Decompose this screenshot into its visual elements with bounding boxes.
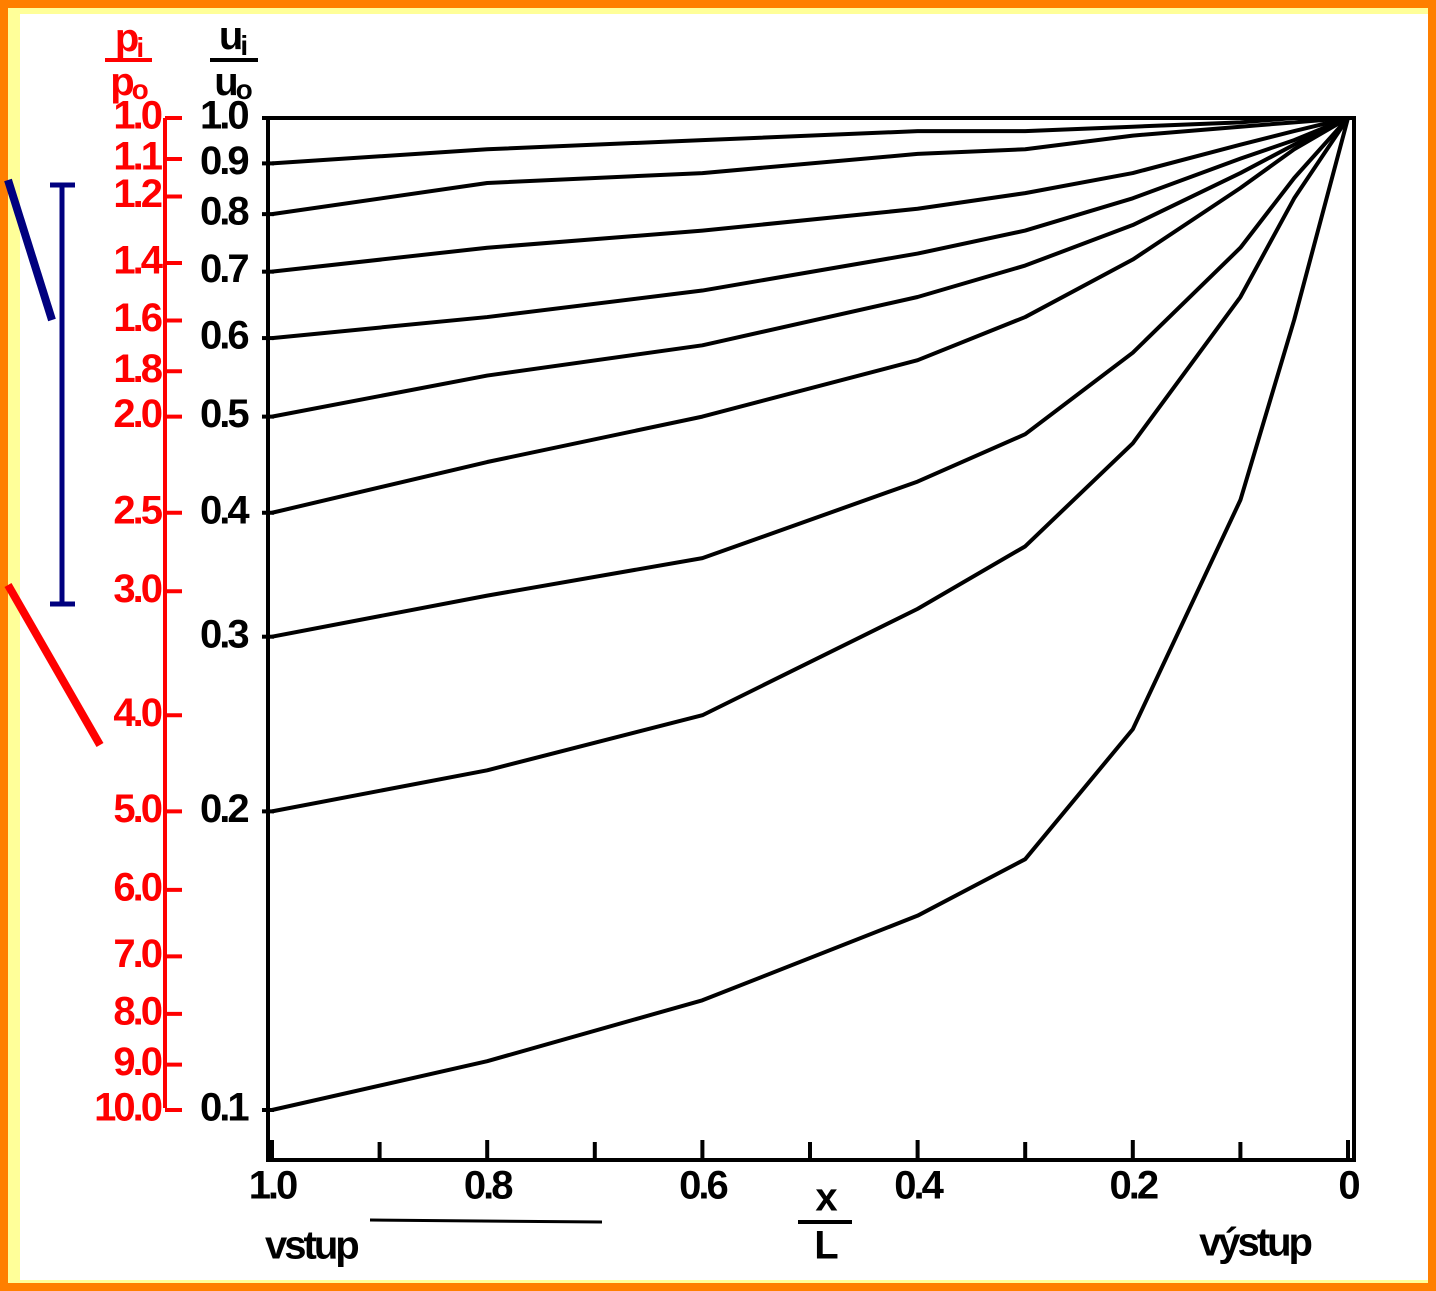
canvas xyxy=(20,14,1428,1280)
curve xyxy=(271,116,1348,166)
curve xyxy=(271,116,1350,814)
y-tick-label: 2.5 xyxy=(113,488,162,532)
label-part: p xyxy=(115,16,138,60)
x-tick-label: 0.2 xyxy=(1109,1164,1157,1208)
curve xyxy=(271,116,1350,639)
curve xyxy=(271,116,1349,341)
y2-tick-label: 0.6 xyxy=(200,314,248,358)
annotation: vstup xyxy=(265,1224,358,1268)
y-tick-label: 6.0 xyxy=(113,865,161,909)
y2-tick-label: 0.7 xyxy=(200,247,248,291)
y2-tick-label: 0.9 xyxy=(200,139,248,183)
y2-tick-label: 0.8 xyxy=(200,190,249,234)
y2-tick-label: 0.1 xyxy=(200,1086,249,1130)
label-part: i xyxy=(136,32,142,63)
x-tick-label: 0.4 xyxy=(894,1164,944,1208)
y-tick-label: 7.0 xyxy=(113,932,161,976)
y2-tick-label: 0.4 xyxy=(200,488,250,532)
x-tick-label: 0.6 xyxy=(679,1164,727,1208)
y2-tick-label: 0.5 xyxy=(200,392,249,436)
x-tick-label: 0.8 xyxy=(464,1164,513,1208)
y2-tick-label: 0.2 xyxy=(200,787,248,831)
y-tick-label: 8.0 xyxy=(113,989,161,1033)
x-tick-label: 0 xyxy=(1338,1164,1359,1208)
y-tick-label: 1.1 xyxy=(113,135,162,179)
y-tick-label: 1.4 xyxy=(113,239,163,283)
y-tick-label: 5.0 xyxy=(113,787,161,831)
annotation: výstup xyxy=(1199,1221,1311,1265)
label-part: i xyxy=(240,30,246,61)
y-tick-label: 1.2 xyxy=(113,172,161,216)
y-tick-label: 9.0 xyxy=(113,1040,161,1084)
y2-tick-label: 1.0 xyxy=(200,94,248,138)
y-tick-label: 2.0 xyxy=(113,392,161,436)
label-part: u xyxy=(214,60,236,104)
curve xyxy=(271,116,1349,419)
y2-label-num: ui xyxy=(219,14,246,62)
y-tick-label: 3.0 xyxy=(113,567,161,611)
x-tick-label: 1.0 xyxy=(249,1164,297,1208)
y2-tick-label: 0.3 xyxy=(200,612,248,656)
curve xyxy=(271,116,1349,274)
label-part: u xyxy=(219,14,241,58)
curve xyxy=(271,117,1350,1112)
x-label-num: x xyxy=(815,1176,837,1220)
y-tick-label: 10.0 xyxy=(94,1086,162,1130)
x-label-den: L xyxy=(814,1224,838,1268)
y-tick-label: 1.0 xyxy=(113,94,161,138)
y-tick-label: 1.8 xyxy=(113,347,162,391)
direction-arrow xyxy=(369,1218,603,1224)
red-pointer xyxy=(4,583,104,747)
blue-pointer xyxy=(4,178,56,322)
curve xyxy=(271,116,1349,217)
curve xyxy=(271,116,1350,515)
y-tick-label: 4.0 xyxy=(113,691,161,735)
y-tick-label: 1.6 xyxy=(113,296,161,340)
